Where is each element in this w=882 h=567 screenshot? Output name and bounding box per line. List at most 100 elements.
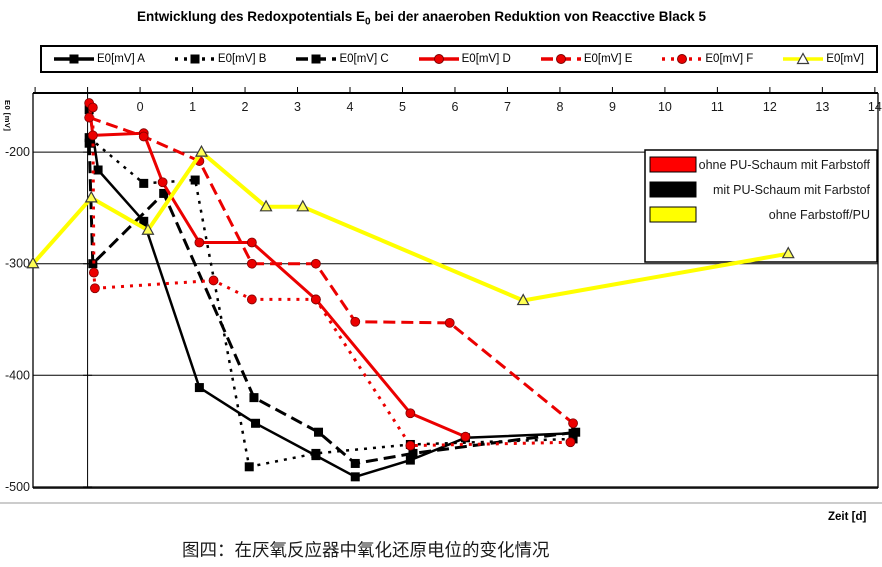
circle-marker [138, 131, 149, 142]
square-marker [249, 393, 259, 403]
y-tick-label: -200 [5, 145, 30, 159]
square-marker [350, 458, 360, 468]
series-line [88, 116, 575, 425]
circle-marker [568, 418, 578, 429]
legend-item: E0[mV] F [662, 52, 753, 66]
circle-marker [310, 258, 321, 269]
square-marker [84, 138, 94, 148]
circle-marker [350, 316, 361, 327]
legend-item: E0[mV] D [418, 52, 511, 66]
series-line [87, 143, 576, 465]
square-marker [194, 383, 204, 393]
x-tick-label: 3 [294, 100, 301, 114]
legend-item: E0[mV] [783, 52, 864, 66]
square-marker [159, 188, 169, 198]
square-marker [88, 259, 98, 269]
legend-item-label: E0[mV] [826, 53, 864, 65]
legend-item: E0[mV] B [174, 52, 267, 66]
circle-marker [208, 275, 219, 286]
inner-legend-label: mit PU-Schaum mit Farbstof [713, 183, 871, 197]
page-title-text: Entwicklung des Redoxpotentials E [137, 9, 366, 24]
x-tick-label: 11 [711, 100, 724, 114]
legend-item-label: E0[mV] F [705, 53, 754, 65]
square-marker-icon [69, 54, 79, 64]
series-line [31, 150, 789, 303]
circle-marker [565, 437, 576, 448]
triangle-marker [141, 223, 155, 235]
circle-marker [246, 258, 257, 269]
circle-marker-icon [433, 54, 444, 64]
inner-legend-swatch [649, 206, 697, 223]
inner-legend-swatch [649, 181, 697, 198]
square-marker [408, 448, 418, 458]
circle-marker [157, 177, 168, 188]
circle-marker [88, 267, 99, 278]
square-marker [251, 418, 261, 428]
x-tick-label: 14 [868, 100, 882, 114]
square-marker [571, 427, 581, 437]
page-title: Entwicklung des Redoxpotentials E0 bei d… [137, 9, 706, 28]
x-tick-label: 9 [609, 100, 616, 114]
square-marker-icon [190, 54, 200, 64]
x-tick-label: 2 [242, 100, 249, 114]
circle-marker [460, 431, 471, 442]
triangle-marker [259, 199, 273, 212]
triangle-marker [296, 199, 310, 212]
x-axis-label: Zeit [d] [828, 511, 867, 523]
legend-line-sample [296, 54, 337, 64]
triangle-marker [26, 256, 40, 269]
triangle-marker [516, 293, 530, 306]
x-tick-label: 8 [556, 100, 563, 114]
square-marker [139, 178, 149, 188]
inner-legend-label: ohne PU-Schaum mit Farbstoff [699, 158, 871, 172]
circle-marker [246, 237, 257, 248]
inner-legend-swatch [649, 156, 697, 173]
series-line [91, 107, 571, 448]
circle-marker [87, 102, 98, 113]
triangle-marker [781, 246, 795, 259]
circle-marker [246, 294, 257, 305]
legend-item: E0[mV] A [54, 52, 145, 66]
y-tick-label: -300 [5, 257, 30, 271]
page-title-text-2: bei der anaeroben Reduktion von Reacctiv… [370, 9, 706, 24]
legend-item-label: E0[mV] D [461, 53, 511, 65]
series-line [87, 102, 467, 439]
legend-line-sample [54, 54, 94, 64]
legend-line-sample [540, 54, 581, 64]
circle-marker-icon [555, 54, 566, 64]
y-tick-label: -400 [5, 368, 30, 382]
circle-marker [194, 237, 205, 248]
x-tick-label: 10 [658, 100, 672, 114]
x-tick-label: 13 [815, 100, 829, 114]
legend-item-label: E0[mV] E [583, 53, 633, 65]
triangle-marker-icon [796, 52, 810, 65]
x-tick-label: 12 [763, 100, 777, 114]
circle-marker [405, 408, 416, 419]
legend-line-sample [662, 54, 703, 64]
square-marker-icon [311, 54, 321, 64]
legend-item: E0[mV] E [540, 52, 633, 66]
legend-line-sample [783, 52, 824, 65]
legend-item-label: E0[mV] C [339, 53, 389, 65]
square-marker [244, 462, 254, 472]
x-tick-label: 6 [451, 100, 458, 114]
chart-legend: E0[mV] A E0[mV] B E0[mV] C E0[mV] D E0[mV] E… [40, 45, 878, 73]
circle-marker [405, 440, 416, 451]
square-marker [314, 427, 324, 437]
legend-line-sample [418, 54, 459, 64]
square-marker [405, 455, 415, 465]
square-marker [350, 472, 360, 482]
x-tick-label: 1 [189, 100, 196, 114]
square-marker [139, 216, 149, 226]
triangle-marker [84, 190, 98, 203]
circle-marker [444, 317, 455, 328]
x-tick-label: 7 [504, 100, 511, 114]
circle-marker [310, 294, 321, 305]
y-tick-label: -500 [5, 480, 30, 494]
square-marker [93, 165, 103, 175]
triangle-marker [194, 144, 208, 157]
x-tick-label: 4 [347, 100, 354, 114]
legend-item-label: E0[mV] B [217, 53, 267, 65]
